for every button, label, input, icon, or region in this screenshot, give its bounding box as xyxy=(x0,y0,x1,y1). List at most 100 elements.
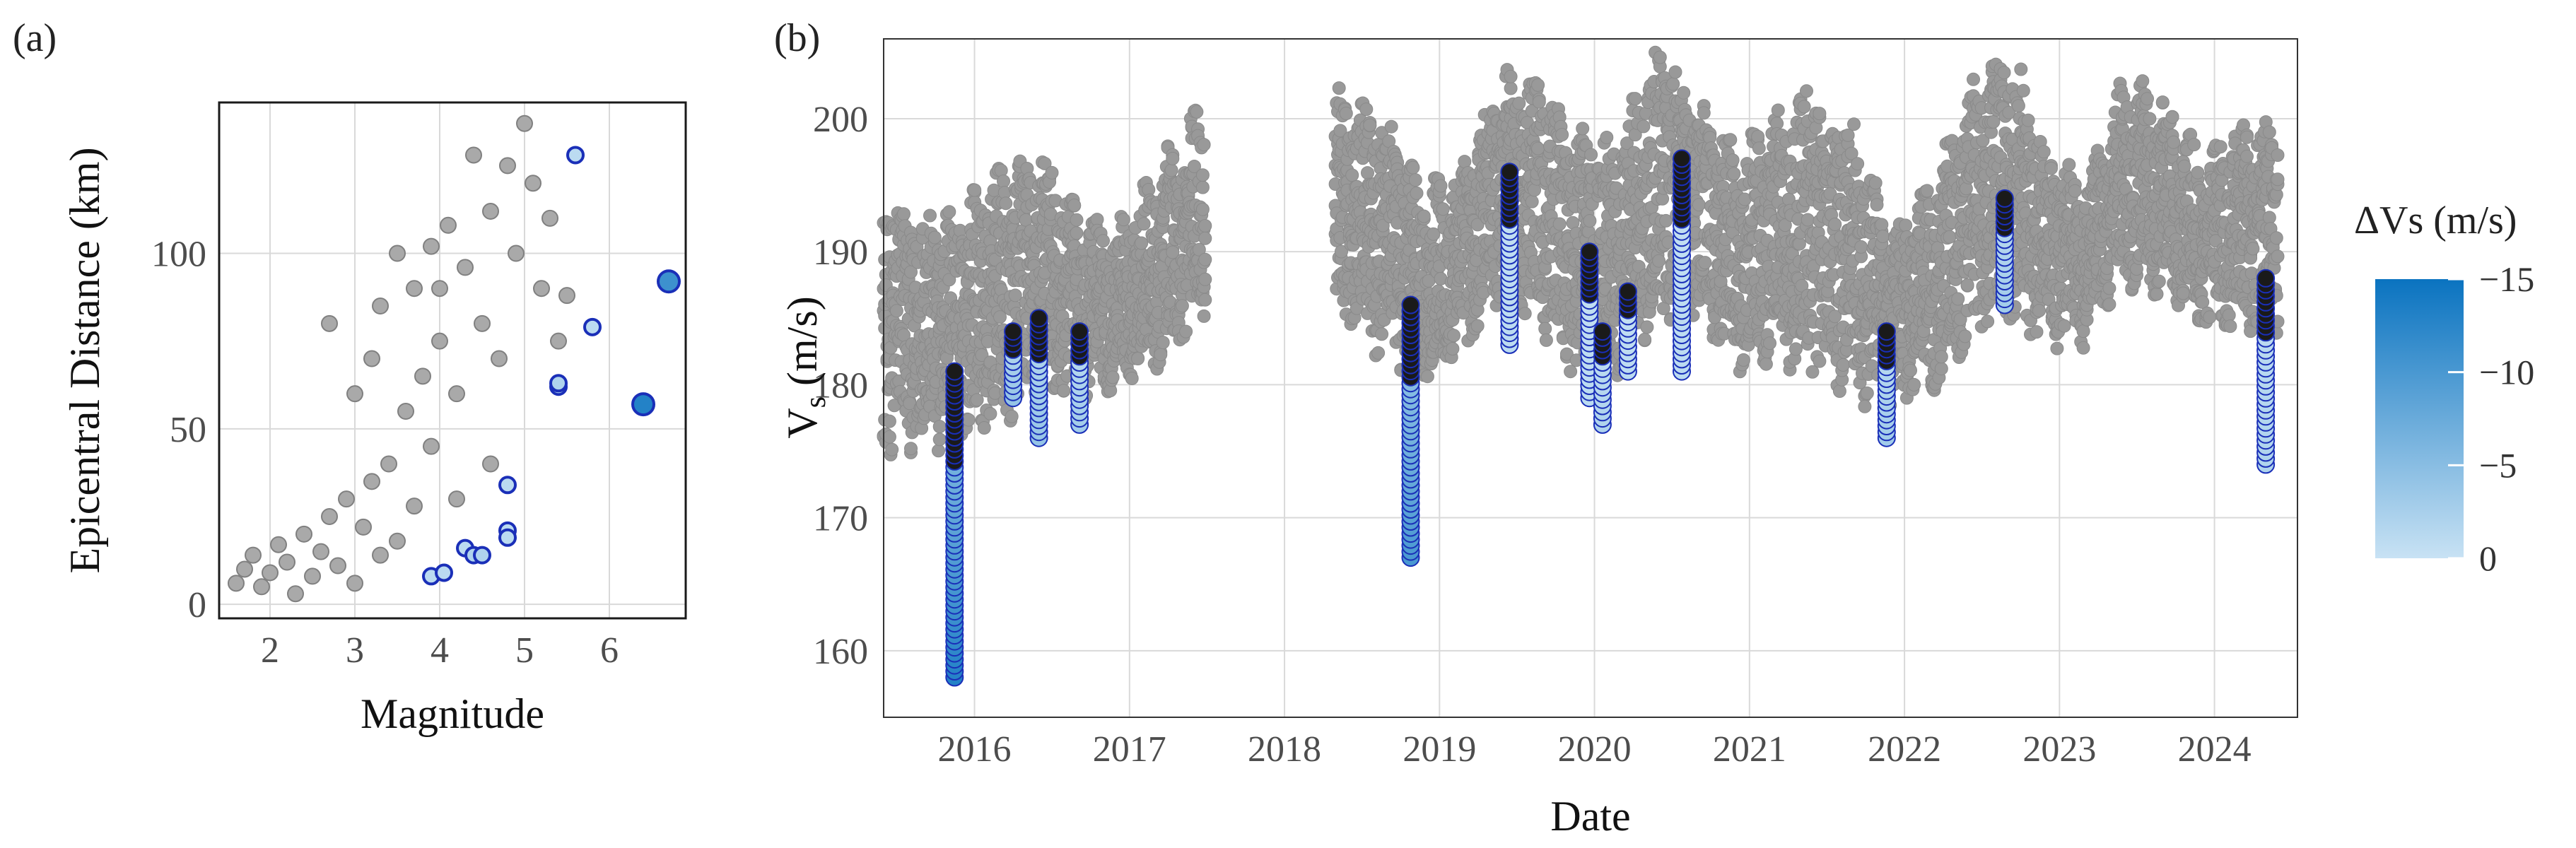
vs-point xyxy=(1699,257,1711,269)
vs-point xyxy=(1364,119,1376,131)
vs-point xyxy=(1199,273,1212,285)
data-point-14 xyxy=(347,575,363,591)
vs-point xyxy=(1935,363,1948,375)
data-point-4 xyxy=(262,565,278,580)
vs-point xyxy=(1576,122,1589,135)
vs-point xyxy=(1667,78,1680,90)
data-point-18 xyxy=(381,456,397,471)
vs-point xyxy=(1851,158,1864,170)
vs-point xyxy=(1813,107,1826,120)
data-point-9 xyxy=(305,568,320,584)
highlight-point-7 xyxy=(500,530,515,546)
vs-point xyxy=(1967,73,1980,86)
data-point-10 xyxy=(313,544,329,560)
data-point-0 xyxy=(228,575,244,591)
vs-point xyxy=(1772,104,1784,117)
vs-point xyxy=(2058,319,2071,332)
vs-point xyxy=(2150,288,2163,300)
data-point-45 xyxy=(483,456,498,471)
vs-point xyxy=(1728,167,1740,180)
vs-point xyxy=(1869,177,1882,189)
vs-point xyxy=(1166,152,1179,165)
vs-point xyxy=(1653,51,1666,64)
vs-point xyxy=(2141,93,2154,105)
vs-point xyxy=(1117,213,1130,226)
vs-point xyxy=(2051,342,2063,355)
data-point-40 xyxy=(373,298,388,314)
vs-point xyxy=(1068,199,1081,212)
vs-point xyxy=(890,305,903,317)
vs-point xyxy=(1855,240,1868,253)
vs-point xyxy=(883,430,896,443)
data-point-37 xyxy=(534,281,549,296)
vs-point xyxy=(1829,218,1842,231)
data-point-8 xyxy=(296,526,312,542)
vs-point xyxy=(1801,213,1814,226)
vs-point xyxy=(1518,307,1531,320)
vs-point xyxy=(1908,378,1921,391)
vs-point xyxy=(886,443,898,456)
highlight-point-5 xyxy=(500,477,515,493)
vs-point xyxy=(1848,118,1861,131)
x-tick-label: 5 xyxy=(515,630,534,671)
vs-point xyxy=(1046,166,1058,179)
vs-point xyxy=(1135,237,1148,249)
vs-point xyxy=(1752,142,1765,155)
vs-point xyxy=(1410,187,1423,199)
vs-point xyxy=(1385,120,1398,133)
data-point-30 xyxy=(474,316,490,331)
vs-point xyxy=(1639,333,1651,346)
vs-point xyxy=(1858,400,1871,413)
vs-point xyxy=(1154,348,1167,361)
vs-point xyxy=(1904,364,1917,377)
panel-a-plot-area xyxy=(219,102,686,618)
vs-point xyxy=(1678,86,1690,99)
vs-point xyxy=(1697,107,1710,119)
data-point-42 xyxy=(406,281,422,296)
vs-point xyxy=(1180,325,1193,338)
vs-point xyxy=(1961,278,1974,291)
vs-point xyxy=(1196,169,1209,182)
vs-point xyxy=(1446,343,1459,355)
y-tick-label: 0 xyxy=(188,585,206,625)
x-tick-label: 3 xyxy=(346,630,364,671)
vs-point xyxy=(1981,315,1994,328)
vs-point xyxy=(1199,253,1212,266)
panel-a-y-axis-title: Epicentral Distance (km) xyxy=(62,147,108,573)
vs-point xyxy=(1199,232,1212,245)
vs-point xyxy=(2033,305,2046,317)
x-tick-label: 2 xyxy=(261,630,279,671)
vs-point xyxy=(1434,179,1447,192)
data-point-22 xyxy=(415,368,431,384)
vs-point xyxy=(1176,300,1188,312)
data-point-28 xyxy=(457,259,473,275)
vs-point xyxy=(971,394,983,406)
vs-point xyxy=(1199,220,1212,232)
vs-point xyxy=(2012,100,2025,112)
vs-point xyxy=(1190,105,1203,118)
vs-point xyxy=(1833,385,1846,398)
data-point-29 xyxy=(466,147,481,163)
vs-point xyxy=(1504,70,1517,83)
vs-point xyxy=(1764,337,1776,350)
vs-point xyxy=(1407,161,1419,174)
vs-point xyxy=(2030,326,2043,338)
data-point-31 xyxy=(483,204,498,219)
vs-point xyxy=(1921,184,1933,197)
data-point-16 xyxy=(364,473,380,489)
vs-point xyxy=(1360,103,1373,116)
vs-point xyxy=(1409,174,1422,187)
vs-point xyxy=(1058,384,1070,397)
vs-point xyxy=(1526,195,1538,208)
vs-point xyxy=(2103,282,2116,295)
data-point-34 xyxy=(508,246,524,261)
vs-point xyxy=(2017,84,2030,97)
vs-point xyxy=(943,206,956,218)
data-point-17 xyxy=(373,548,388,563)
vs-point xyxy=(924,209,937,222)
vs-point xyxy=(1556,129,1569,141)
vs-point xyxy=(1952,293,1965,305)
